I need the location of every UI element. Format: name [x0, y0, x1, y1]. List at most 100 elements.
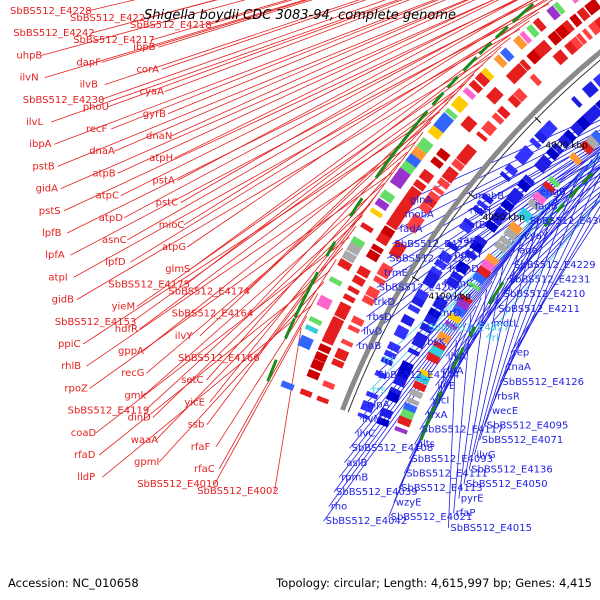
- feature-block: [444, 107, 458, 120]
- feature-block: [551, 142, 564, 155]
- reverse-gene-label: rbsD: [368, 312, 392, 323]
- feature-block: [462, 87, 477, 101]
- feature-block: [494, 206, 509, 220]
- reverse-gene-label: rrs: [372, 385, 385, 396]
- reverse-gene-label: wecE: [492, 406, 518, 417]
- feature-block: [356, 265, 372, 279]
- feature-block: [432, 185, 445, 196]
- feature-block: [322, 380, 336, 390]
- feature-block: [513, 87, 528, 103]
- reverse-connector: [445, 176, 600, 357]
- forward-gene-label: rfaC: [194, 464, 215, 475]
- forward-gene-label: dnaN: [146, 131, 172, 142]
- forward-connector: [127, 0, 548, 241]
- forward-gene-label: phoU: [83, 102, 109, 113]
- feature-block: [441, 169, 457, 184]
- feature-block: [425, 351, 441, 365]
- feature-block: [316, 294, 333, 311]
- feature-block: [308, 315, 323, 327]
- feature-block: [581, 172, 594, 185]
- reverse-connector: [506, 195, 600, 280]
- feature-block: [434, 390, 443, 406]
- forward-connector: [142, 121, 432, 352]
- forward-gene-label: SbBS512_E4228: [10, 6, 92, 17]
- forward-gene-label: gidB: [52, 295, 74, 306]
- feature-block: [584, 0, 600, 16]
- reverse-gene-label: tnaB: [358, 341, 381, 352]
- reverse-gene-label: ilvG: [476, 450, 495, 461]
- feature-block: [439, 112, 455, 127]
- forward-connector: [41, 0, 246, 56]
- feature-block: [350, 235, 366, 249]
- reverse-connector: [496, 200, 600, 310]
- forward-connector: [76, 55, 493, 300]
- forward-gene-label: atpH: [149, 153, 173, 164]
- feature-block: [460, 115, 478, 133]
- forward-connector: [60, 0, 495, 189]
- feature-block: [416, 137, 434, 154]
- reverse-connector: [527, 173, 600, 222]
- forward-gene-label: ibpB: [133, 42, 155, 53]
- feature-block: [394, 166, 412, 183]
- feature-block: [568, 151, 583, 166]
- feature-block: [380, 225, 396, 239]
- forward-connector: [100, 0, 387, 101]
- feature-block: [334, 305, 350, 321]
- feature-block: [340, 338, 354, 348]
- feature-block: [433, 258, 448, 271]
- feature-block: [544, 120, 558, 134]
- feature-block: [374, 197, 390, 212]
- feature-block: [581, 28, 593, 41]
- forward-connector: [143, 183, 385, 396]
- feature-block: [540, 39, 553, 52]
- reverse-gene-label: SbBS512_E4300: [530, 216, 600, 227]
- forward-gene-label: gidA: [36, 184, 58, 195]
- forward-gene-label: SbBS512_E4002: [197, 486, 279, 497]
- reverse-gene-label: ilvC: [357, 429, 375, 440]
- forward-gene-label: lpfA: [45, 250, 65, 261]
- reverse-connector: [381, 137, 600, 274]
- feature-block: [379, 407, 394, 420]
- reverse-gene-label: rhtB: [465, 220, 486, 231]
- tick-label: 4100 kbp: [428, 292, 471, 302]
- reverse-gene-label: SbBS512_E4211: [498, 304, 580, 315]
- tick-mark: [411, 276, 420, 282]
- reverse-connector: [479, 195, 559, 441]
- feature-block: [405, 396, 420, 407]
- forward-gene-label: lpfB: [42, 228, 62, 239]
- reverse-gene-label: emrD: [433, 308, 461, 319]
- feature-block: [365, 390, 379, 400]
- reverse-connector: [511, 191, 600, 266]
- feature-block: [436, 177, 451, 190]
- feature-block: [347, 285, 360, 296]
- reverse-strand-cds: [376, 99, 600, 428]
- feature-block: [360, 222, 374, 234]
- reverse-connector: [328, 305, 477, 507]
- reverse-gene-label: SbBS512_E4113: [401, 483, 483, 494]
- reverse-gene-label: rfaP: [456, 508, 476, 519]
- forward-gene-label: recG: [121, 368, 144, 379]
- feature-block: [370, 243, 384, 255]
- feature-block: [316, 395, 330, 405]
- forward-gene-label: lpfD: [105, 257, 126, 268]
- reverse-connector: [485, 198, 600, 339]
- forward-gene-label: hdfR: [115, 324, 138, 335]
- feature-block: [396, 324, 410, 334]
- feature-block: [399, 360, 415, 373]
- forward-connector: [150, 0, 289, 41]
- forward-connector: [95, 236, 350, 434]
- forward-connector: [86, 141, 416, 367]
- feature-block: [553, 1, 566, 15]
- feature-block: [350, 315, 365, 327]
- feature-block: [522, 174, 536, 187]
- feature-block: [445, 276, 460, 290]
- feature-block: [590, 129, 600, 145]
- reverse-gene-label: SbBS512_E4071: [482, 435, 564, 446]
- feature-block: [526, 48, 543, 65]
- feature-block: [494, 25, 509, 39]
- feature-rings: [266, 0, 600, 441]
- feature-block: [409, 388, 424, 400]
- reverse-connector: [407, 113, 600, 201]
- feature-block: [365, 285, 381, 300]
- feature-block: [516, 178, 532, 193]
